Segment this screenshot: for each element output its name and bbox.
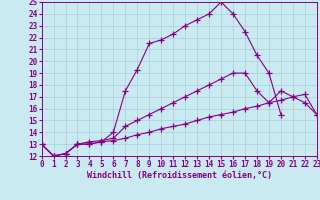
X-axis label: Windchill (Refroidissement éolien,°C): Windchill (Refroidissement éolien,°C) [87,171,272,180]
